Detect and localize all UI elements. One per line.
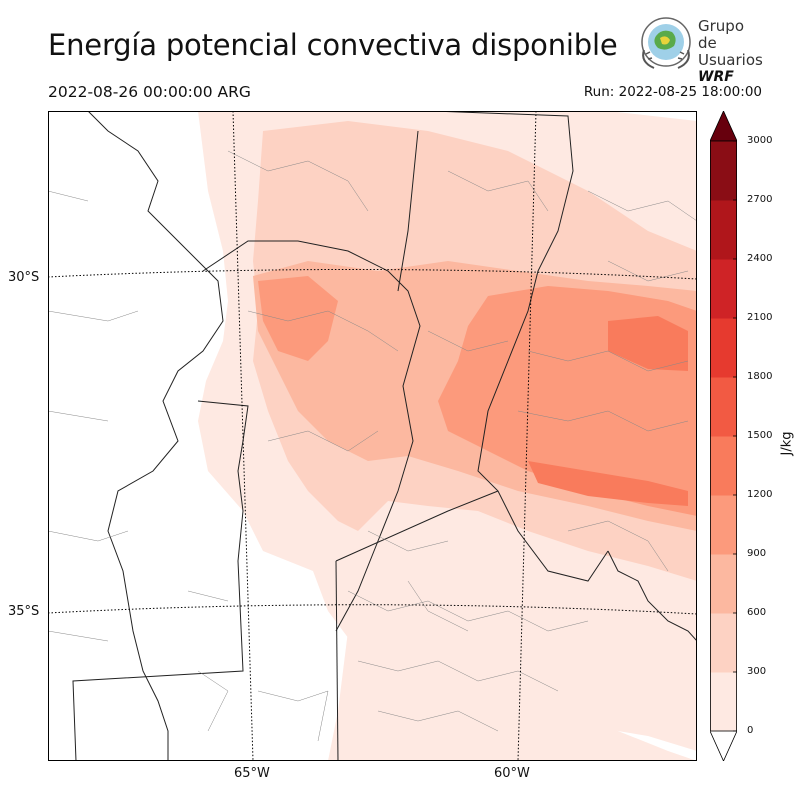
colorbar-tick-label: 3000 (747, 135, 773, 146)
colorbar-tick-label: 1800 (747, 371, 773, 382)
lon-label-65w: 65°W (234, 766, 270, 781)
colorbar-tick-label: 1500 (747, 430, 773, 441)
cape-level-1200-1500 (528, 461, 688, 506)
colorbar-segment-2700 (710, 141, 737, 201)
parallel-30s (48, 268, 697, 280)
lat-label-30s: 30°S (8, 270, 40, 285)
colorbar-tick-label: 900 (747, 548, 767, 559)
wrf-users-logo: Grupo de Usuarios WRF (636, 14, 766, 85)
province-border-6 (335, 560, 339, 761)
country-border-chile-argentina (87, 111, 224, 761)
lat-label-35s: 35°S (8, 604, 40, 619)
logo-text: Grupo de Usuarios WRF (698, 18, 766, 86)
colorbar-segment-1200 (710, 436, 737, 496)
colorbar-extend-under (709, 730, 738, 762)
colorbar-segment-300 (710, 613, 737, 673)
cape-shading (198, 111, 697, 761)
cape-level-0-300-south (328, 631, 697, 761)
colorbar-tick-label: 2100 (747, 312, 773, 323)
cape-level-1200-1500-east (608, 316, 688, 371)
colorbar-segment-900 (710, 495, 737, 555)
parallel-35s (48, 604, 697, 615)
colorbar (709, 110, 738, 762)
colorbar-extend-over (709, 110, 738, 142)
graticule (48, 111, 697, 761)
political-boundaries (72, 111, 697, 761)
run-time: Run: 2022-08-25 18:00:00 (583, 84, 762, 100)
colorbar-tick-label: 2400 (747, 253, 773, 264)
coastline (607, 550, 697, 642)
province-border-5 (72, 400, 249, 761)
colorbar-segment-2400 (710, 200, 737, 260)
colorbar-segment-0 (710, 672, 737, 732)
cape-map (48, 111, 697, 761)
province-border-4 (335, 490, 499, 562)
colorbar-segment-2100 (710, 259, 737, 319)
logo-line-3: WRF (698, 69, 734, 85)
province-border-3 (397, 130, 419, 292)
map-title: Energía potencial convectiva disponible (48, 28, 618, 62)
logo-line-1: Grupo de (698, 17, 744, 52)
map-canvas (48, 111, 697, 761)
colorbar-tick-label: 2700 (747, 194, 773, 205)
colorbar-segment-600 (710, 554, 737, 614)
colorbar-tick-label: 1200 (747, 489, 773, 500)
colorbar-segment-1500 (710, 377, 737, 437)
colorbar-tick-label: 600 (747, 607, 767, 618)
colorbar-unit-label: J/kg (779, 431, 795, 456)
province-border-2 (432, 111, 609, 582)
colorbar-graphic (709, 110, 738, 762)
valid-time: 2022-08-26 00:00:00 ARG (48, 83, 251, 101)
colorbar-tick-label: 300 (747, 666, 767, 677)
colorbar-tick-label: 0 (747, 725, 754, 736)
colorbar-segment-1800 (710, 318, 737, 378)
department-boundaries (48, 150, 697, 742)
province-border-1 (202, 240, 421, 632)
lon-label-60w: 60°W (494, 766, 530, 781)
logo-line-2: Usuarios (698, 51, 763, 69)
globe-emblem-icon (641, 17, 691, 69)
